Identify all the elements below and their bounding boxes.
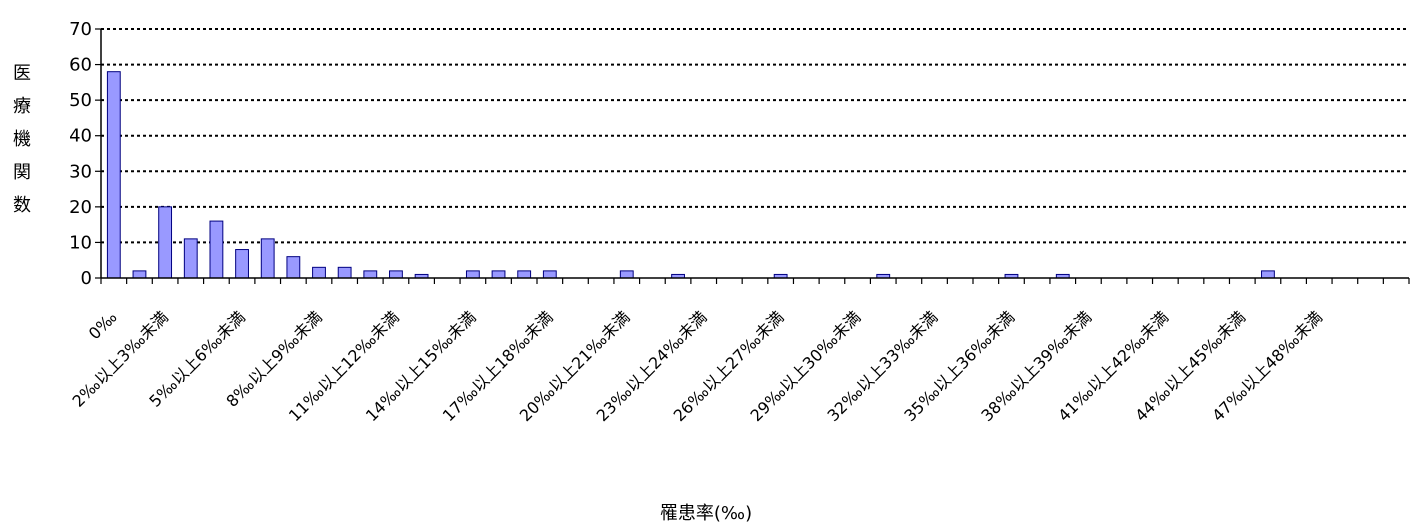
y-tick-label: 30: [69, 161, 92, 182]
bar: [491, 270, 506, 279]
y-axis-label-char: 関: [13, 162, 31, 183]
bar: [1261, 270, 1275, 279]
bar: [312, 266, 326, 279]
bar: [542, 270, 557, 279]
y-axis-label-char: 数: [13, 195, 31, 216]
y-tick-label: 0: [81, 268, 92, 289]
y-tick-label: 60: [69, 55, 92, 76]
bar: [619, 270, 634, 279]
x-category-label: 0‰: [85, 307, 121, 343]
y-tick-label: 70: [69, 19, 92, 40]
y-tick-label: 50: [69, 90, 92, 111]
bar: [389, 270, 403, 279]
bar: [260, 238, 275, 279]
bar: [363, 270, 378, 279]
x-axis-label: 罹患率(‰): [660, 503, 752, 524]
y-axis-label-char: 機: [13, 129, 31, 150]
bar: [465, 270, 480, 279]
bar: [209, 220, 224, 279]
bar: [158, 206, 173, 279]
bar: [183, 238, 198, 279]
gridlines: [95, 28, 1409, 279]
bars: [106, 71, 1275, 279]
bar: [132, 270, 147, 279]
y-tick-label: 10: [69, 232, 92, 253]
y-axis-label-char: 医: [13, 63, 31, 84]
axes: [100, 29, 1410, 284]
x-tick-labels: 0‰2‰以上3‰未満5‰以上6‰未満8‰以上9‰未満11‰以上12‰未満14‰以…: [68, 307, 1326, 425]
bar: [337, 266, 352, 279]
y-axis-label-char: 療: [13, 96, 31, 117]
bar: [106, 71, 121, 279]
y-tick-label: 40: [69, 126, 92, 147]
bar: [235, 249, 249, 279]
y-tick-label: 20: [69, 197, 92, 218]
y-tick-labels: 0 10 20 30 40 50 60 70: [69, 19, 92, 289]
bar: [517, 270, 532, 279]
bar: [286, 256, 301, 279]
